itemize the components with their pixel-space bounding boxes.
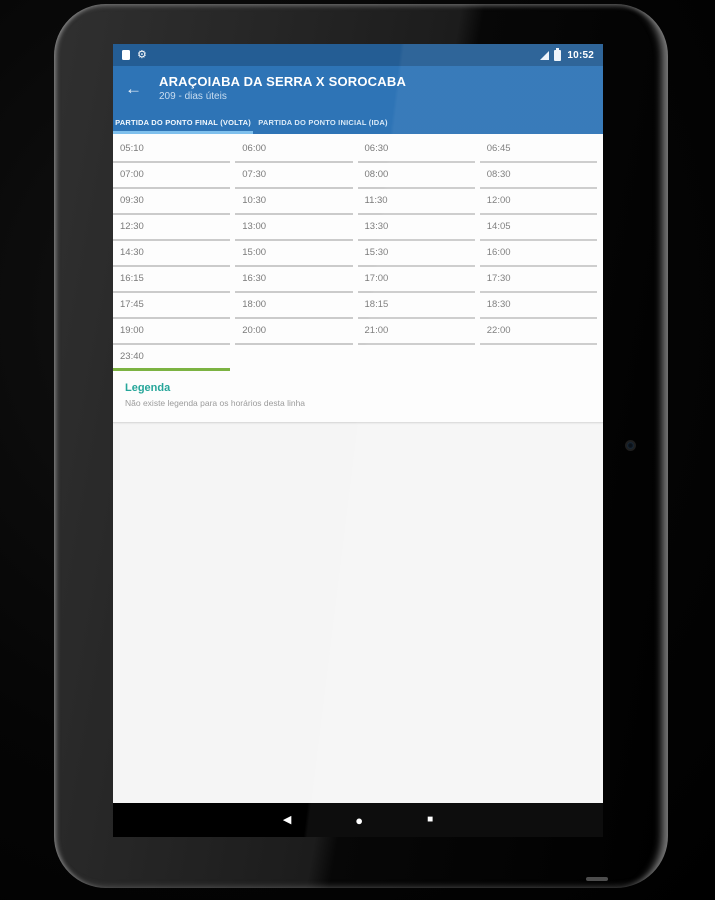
- status-bar-clock: 10:52: [567, 49, 594, 61]
- time-cell: 12:30: [113, 215, 231, 241]
- device-screen: ⚙ 10:52 ← ARAÇOIABA DA SERRA X SOROCABA …: [113, 44, 603, 837]
- gear-icon: ⚙: [137, 48, 147, 61]
- legend-section: Legenda Não existe legenda para os horár…: [113, 371, 603, 422]
- app-bar-titles: ARAÇOIABA DA SERRA X SOROCABA 209 - dias…: [159, 74, 406, 102]
- time-cell: 15:00: [235, 241, 353, 267]
- time-cell: 18:15: [357, 293, 475, 319]
- time-cell: 13:00: [235, 215, 353, 241]
- time-cell: 12:00: [479, 189, 597, 215]
- time-cell: 17:30: [479, 267, 597, 293]
- time-cell: 16:15: [113, 267, 231, 293]
- time-cell: 17:45: [113, 293, 231, 319]
- time-cell: 14:05: [479, 215, 597, 241]
- time-cell: 13:30: [357, 215, 475, 241]
- legend-text: Não existe legenda para os horários dest…: [125, 398, 306, 408]
- tab-partida-ponto-inicial-ida[interactable]: PARTIDA DO PONTO INICIAL (IDA): [258, 117, 388, 127]
- time-cell: 15:30: [357, 241, 475, 267]
- device-port: [586, 877, 608, 881]
- status-bar: ⚙ 10:52: [113, 44, 603, 66]
- time-cell: 06:30: [357, 137, 475, 163]
- time-cell: 16:30: [235, 267, 353, 293]
- time-cell: 08:00: [357, 163, 475, 189]
- time-grid: 05:10 06:00 06:30 06:45 07:00 07:30 08:00 08:30…: [113, 137, 603, 371]
- time-cell: 20:00: [235, 319, 353, 345]
- schedule-card: 05:10 06:00 06:30 06:45 07:00 07:30 08:00 08:30…: [113, 134, 603, 423]
- time-cell: 10:30: [235, 189, 353, 215]
- time-cell: 17:00: [357, 267, 475, 293]
- android-nav-bar: ◀ ● ■: [113, 803, 603, 837]
- time-cell: 07:00: [113, 163, 231, 189]
- content-area: 05:10 06:00 06:30 06:45 07:00 07:30 08:00 08:30…: [113, 134, 603, 803]
- back-arrow-icon[interactable]: ←: [125, 78, 142, 98]
- time-cell: 07:30: [235, 163, 353, 189]
- battery-icon: [554, 47, 562, 61]
- page-subtitle: 209 - dias úteis: [159, 91, 227, 102]
- tab-bar: PARTIDA DO PONTO FINAL (VOLTA) PARTIDA D…: [113, 110, 603, 134]
- time-cell: 22:00: [479, 319, 597, 345]
- time-cell: 06:00: [235, 137, 353, 163]
- nav-home-icon[interactable]: ●: [355, 812, 364, 828]
- time-cell: 09:30: [113, 189, 231, 215]
- tab-partida-ponto-final-volta[interactable]: PARTIDA DO PONTO FINAL (VOLTA): [113, 110, 253, 134]
- time-cell: 08:30: [479, 163, 597, 189]
- nav-back-icon[interactable]: ◀: [282, 813, 292, 826]
- legend-title: Legenda: [125, 382, 171, 394]
- cell-signal-icon: [540, 50, 550, 60]
- app-bar: ← ARAÇOIABA DA SERRA X SOROCABA 209 - di…: [113, 66, 603, 110]
- time-cell: 19:00: [113, 319, 231, 345]
- page-title: ARAÇOIABA DA SERRA X SOROCABA: [159, 74, 407, 89]
- time-cell: 16:00: [479, 241, 597, 267]
- time-cell: 05:10: [113, 137, 231, 163]
- nav-recents-icon[interactable]: ■: [427, 814, 434, 825]
- time-cell: 21:00: [357, 319, 475, 345]
- time-cell: 14:30: [113, 241, 231, 267]
- notification-doc-icon: [122, 50, 130, 60]
- time-cell: 11:30: [357, 189, 475, 215]
- time-cell: 18:00: [235, 293, 353, 319]
- time-cell: 18:30: [479, 293, 597, 319]
- time-cell: 06:45: [479, 137, 597, 163]
- front-camera: [625, 440, 636, 451]
- tablet-device-frame: ⚙ 10:52 ← ARAÇOIABA DA SERRA X SOROCABA …: [54, 4, 668, 888]
- time-cell: 23:40: [113, 345, 231, 371]
